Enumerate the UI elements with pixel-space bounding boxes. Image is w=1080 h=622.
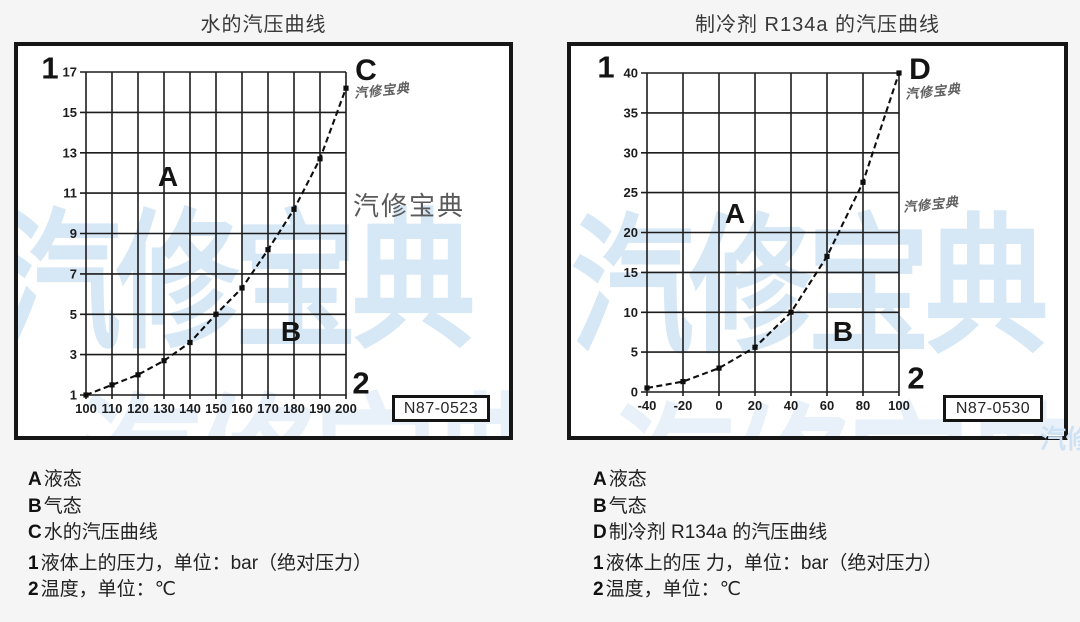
chart-title-water: 水的汽压曲线 — [200, 14, 327, 36]
pressure-axis-marker: 1 — [597, 49, 615, 85]
r134a-chart-panel: 制冷剂 R134a 的汽压曲线 汽修宝典 汽修宝典 05101520253035… — [567, 0, 1068, 622]
svg-text:160: 160 — [231, 401, 253, 416]
svg-text:30: 30 — [624, 145, 638, 160]
svg-text:140: 140 — [179, 401, 201, 416]
liquid-region-label: A — [157, 161, 179, 192]
ref-number: N87-0523 — [403, 399, 479, 417]
legend-key: B — [28, 495, 42, 517]
svg-text:15: 15 — [63, 105, 77, 120]
legend-row: D 制冷剂 R134a 的汽压曲线 — [593, 520, 942, 547]
legend-row: A 液态 — [28, 467, 372, 494]
legend-text: 温度，单位：℃ — [605, 579, 741, 600]
legend-text: 液体上的压力，单位：bar（绝对压力） — [40, 552, 373, 574]
legend-text: 水的汽压曲线 — [43, 522, 158, 543]
svg-text:-40: -40 — [638, 398, 657, 413]
svg-text:130: 130 — [153, 401, 175, 416]
chart-title-r134a: 制冷剂 R134a 的汽压曲线 — [694, 14, 941, 36]
svg-text:25: 25 — [624, 185, 638, 200]
legend-row: 2 温度，单位：℃ — [28, 577, 372, 604]
legend-key: A — [593, 469, 607, 490]
ref-number-box: N87-0530 — [943, 395, 1043, 422]
svg-text:110: 110 — [102, 401, 123, 416]
svg-text:-20: -20 — [674, 398, 693, 413]
svg-text:20: 20 — [624, 225, 638, 240]
temp-axis-marker: 2 — [352, 365, 370, 401]
svg-text:17: 17 — [63, 65, 77, 80]
legend-key: 1 — [593, 552, 604, 574]
legend-key: D — [593, 522, 607, 543]
water-chart-frame: 汽修宝典 汽修宝典 135791113151710011012013014015… — [14, 42, 513, 440]
legend-text: 温度，单位：℃ — [40, 579, 176, 600]
svg-text:10: 10 — [624, 305, 638, 320]
legend-key: 2 — [593, 579, 604, 600]
legend-key: 1 — [28, 552, 39, 574]
legend-text: 制冷剂 R134a 的汽压曲线 — [608, 522, 828, 543]
svg-text:120: 120 — [127, 401, 149, 416]
legend-text: 液态 — [608, 469, 647, 490]
svg-text:13: 13 — [63, 145, 77, 160]
liquid-region-label: A — [724, 198, 746, 229]
svg-text:0: 0 — [715, 398, 722, 413]
legend-text: 气态 — [43, 495, 82, 517]
legend-text: 气态 — [608, 495, 647, 517]
svg-text:3: 3 — [70, 347, 77, 362]
svg-text:40: 40 — [784, 398, 798, 413]
legend-row: B 气态 — [28, 494, 372, 521]
legend-row: 2 温度，单位：℃ — [593, 577, 942, 604]
svg-text:1: 1 — [70, 388, 77, 403]
legend-row: C 水的汽压曲线 — [28, 520, 372, 547]
svg-text:20: 20 — [748, 398, 762, 413]
svg-text:7: 7 — [70, 266, 77, 281]
svg-text:150: 150 — [205, 401, 227, 416]
legend-key: C — [28, 522, 42, 543]
svg-text:60: 60 — [820, 398, 834, 413]
ref-number: N87-0530 — [955, 399, 1031, 417]
r134a-vapor-plot: 0 5 10 15 20 25 30 35 40 -40 -20 0 20 40 60 80 100 — [624, 66, 910, 414]
legend-row: 1 液体上的压力，单位：bar（绝对压力） — [28, 551, 372, 578]
gas-region-label: B — [832, 316, 854, 347]
svg-text:40: 40 — [624, 66, 638, 81]
curve-label-c: C — [355, 54, 377, 87]
ref-number-box: N87-0523 — [392, 395, 490, 422]
water-chart-panel: 水的汽压曲线 汽修宝典 汽修宝典 13579111315171001101201… — [14, 0, 513, 622]
legend-row: B 气态 — [593, 494, 942, 521]
svg-text:80: 80 — [856, 398, 870, 413]
legend-text: 液态 — [43, 469, 82, 490]
svg-text:190: 190 — [309, 401, 331, 416]
svg-text:100: 100 — [888, 398, 910, 413]
watermark-gray: 汽修宝典 — [353, 191, 466, 221]
r134a-chart-frame: 汽修宝典 汽修宝典 0510152025303540-40-2002040608… — [567, 42, 1068, 440]
svg-text:180: 180 — [283, 401, 305, 416]
svg-text:170: 170 — [257, 401, 279, 416]
legend-water: A 液态 B 气态 C 水的汽压曲线 1 液体上的压力，单位：bar（绝对压力） 2 温度… — [28, 467, 372, 604]
legend-r134a: A 液态 B 气态 D 制冷剂 R134a 的汽压曲线 1 液体上的压 力，单位：bar… — [593, 467, 942, 604]
svg-text:11: 11 — [63, 186, 77, 201]
legend-row: A 液态 — [593, 467, 942, 494]
legend-key: A — [28, 469, 42, 490]
curve-label-d: D — [909, 53, 931, 86]
svg-text:9: 9 — [70, 226, 77, 241]
legend-text: 液体上的压 力，单位：bar（绝对压力） — [605, 552, 943, 574]
svg-text:15: 15 — [624, 265, 638, 280]
legend-key: B — [593, 495, 607, 517]
legend-key: 2 — [28, 579, 39, 600]
gas-region-label: B — [280, 316, 302, 347]
svg-text:5: 5 — [70, 307, 77, 322]
temp-axis-marker: 2 — [907, 360, 925, 396]
svg-text:35: 35 — [624, 105, 638, 120]
watermark-blue-large: 汽修宝典 — [571, 203, 1048, 371]
pressure-axis-marker: 1 — [41, 50, 59, 86]
legend-row: 1 液体上的压 力，单位：bar（绝对压力） — [593, 551, 942, 578]
svg-text:5: 5 — [631, 345, 638, 360]
svg-text:100: 100 — [75, 401, 97, 416]
watermark-fragment: 汽修宝典 — [1040, 424, 1080, 454]
svg-text:200: 200 — [335, 401, 357, 416]
svg-text:0: 0 — [631, 385, 638, 400]
